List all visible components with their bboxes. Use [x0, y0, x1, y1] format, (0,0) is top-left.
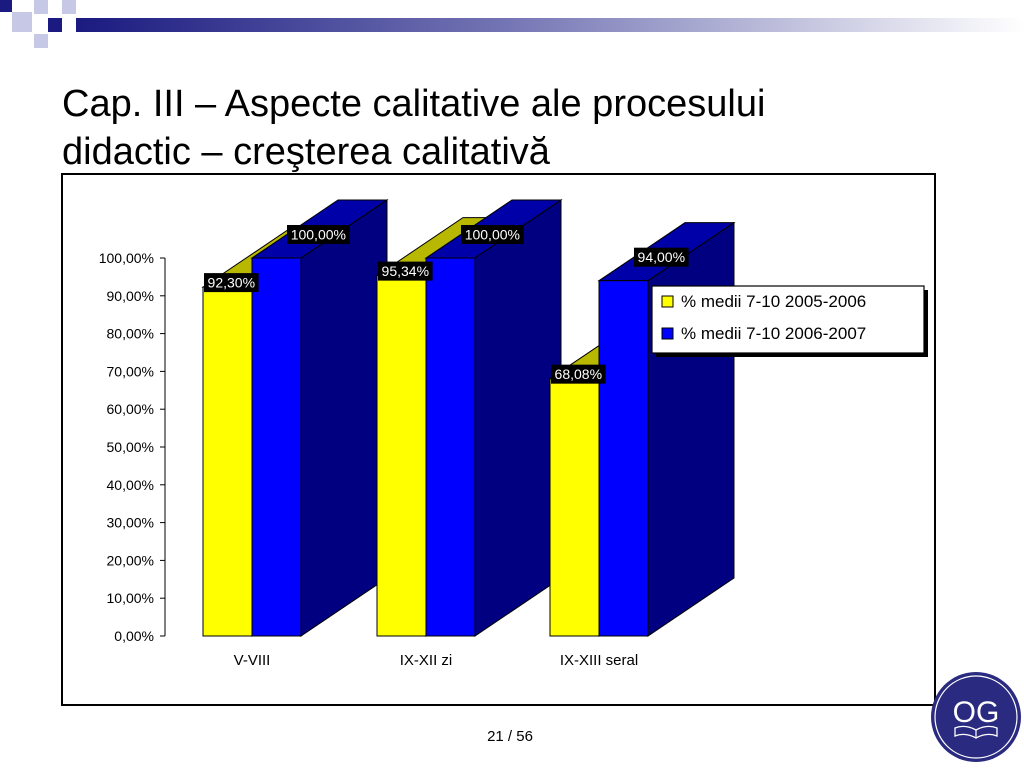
top-gradient-bar: [76, 18, 1024, 32]
slide-title: Cap. III – Aspecte calitative ale proces…: [62, 80, 962, 176]
y-tick-label: 20,00%: [107, 552, 154, 568]
x-tick-label: IX-XIII seral: [560, 652, 638, 669]
corner-square-light-3: [62, 0, 76, 14]
data-label: 100,00%: [291, 227, 346, 243]
bar-front: [549, 378, 600, 637]
bar-front: [598, 280, 649, 637]
y-tick-label: 100,00%: [99, 250, 154, 266]
y-tick-label: 10,00%: [107, 590, 154, 606]
data-label-box: [287, 225, 350, 244]
data-label-box: [378, 261, 433, 281]
svg-text:OG: OG: [953, 696, 1000, 729]
data-label: 100,00%: [465, 227, 520, 243]
title-line-2: didactic – creşterea calitativă: [62, 131, 550, 173]
data-label-box: [461, 225, 524, 244]
chart-frame: 0,00% 10,00% 20,00% 30,00% 40,00% 50,00% 60,00…: [61, 173, 936, 706]
data-label-box: [551, 364, 606, 384]
data-label: 95,34%: [382, 263, 429, 279]
legend-swatch: [661, 327, 674, 340]
y-tick-label: 40,00%: [107, 477, 154, 493]
title-line-1: Cap. III – Aspecte calitative ale proces…: [62, 83, 766, 125]
y-tick-label: 50,00%: [107, 439, 154, 455]
y-tick-label: 80,00%: [107, 326, 154, 342]
data-label-box: [634, 247, 689, 267]
corner-square-light-1: [12, 12, 32, 32]
x-tick-label: IX-XII zi: [400, 652, 453, 669]
legend-swatch: [661, 295, 674, 308]
data-label: 68,08%: [555, 366, 602, 382]
corner-square-navy-1: [0, 0, 12, 12]
bar-side-face: [647, 221, 735, 637]
y-tick-label: 60,00%: [107, 401, 154, 417]
legend-label: % medii 7-10 2006-2007: [681, 324, 866, 343]
bar-front: [425, 257, 476, 637]
y-tick-label: 90,00%: [107, 288, 154, 304]
legend-label: % medii 7-10 2005-2006: [681, 292, 866, 311]
legend: [651, 285, 925, 354]
y-tick-label: 70,00%: [107, 363, 154, 379]
bar-chart: 0,00% 10,00% 20,00% 30,00% 40,00% 50,00% 60,00…: [99, 199, 928, 669]
y-tick-label: 30,00%: [107, 515, 154, 531]
x-tick-label: V-VIII: [234, 652, 271, 669]
corner-square-navy-2: [48, 18, 62, 32]
corner-square-light-4: [34, 34, 48, 48]
logo-icon: OG: [931, 672, 1021, 762]
data-label: 94,00%: [638, 249, 685, 265]
page-number: 21 / 56: [487, 728, 533, 745]
corner-square-light-2: [34, 0, 48, 14]
data-label: 92,30%: [208, 275, 255, 291]
bar-side-face: [300, 199, 388, 637]
bar-front: [376, 275, 427, 637]
data-label-box: [204, 273, 259, 293]
bar-front: [202, 286, 253, 637]
bar-front: [251, 257, 302, 637]
y-tick-label: 0,00%: [114, 628, 154, 644]
bar-side-face: [474, 199, 562, 637]
